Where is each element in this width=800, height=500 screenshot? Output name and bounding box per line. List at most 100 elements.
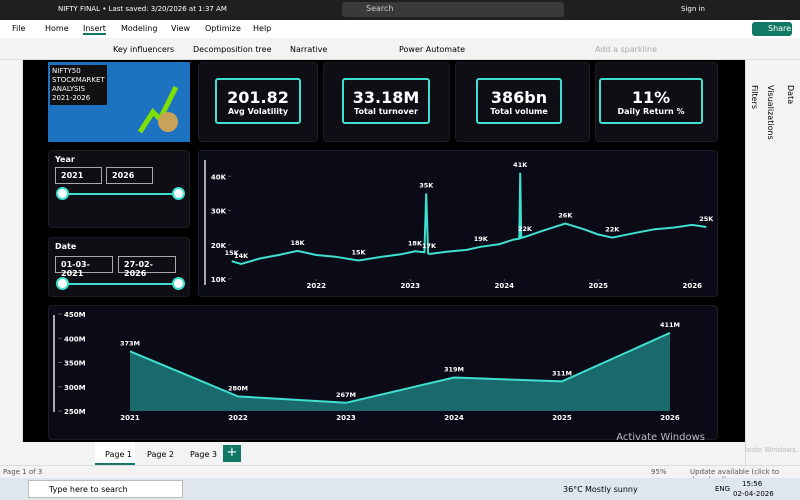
clock-time: 15:56 xyxy=(742,480,763,488)
line-chart-panel xyxy=(198,150,718,297)
kpi-label: Total volume xyxy=(490,107,548,116)
page-tab[interactable]: Page 1 xyxy=(95,442,135,465)
kpi-label: Total turnover xyxy=(354,107,418,116)
slider-track xyxy=(62,283,179,285)
weather-sky: Mostly sunny xyxy=(585,485,638,494)
logo-line: 2021-2026 xyxy=(52,94,91,102)
slider-handle[interactable] xyxy=(172,277,185,290)
y-tick-label: 300M xyxy=(64,384,86,392)
y-tick-label: 20K xyxy=(211,242,227,250)
ribbon-button[interactable]: Power Automate xyxy=(399,45,466,54)
data-label: 14K xyxy=(234,252,249,260)
taskbar: Type here to search 36°C Mostly sunny EN… xyxy=(0,478,800,500)
kpi-panel: 33.18M Total turnover xyxy=(323,62,450,142)
slicer-input[interactable]: 01-03-2021 xyxy=(55,256,113,278)
kpi-label: Daily Return % xyxy=(617,107,685,116)
data-label: 25K xyxy=(699,215,714,223)
kpi-value: 33.18M xyxy=(352,88,420,107)
x-tick-label: 2026 xyxy=(682,282,702,290)
menu-item[interactable]: Optimize xyxy=(205,24,241,33)
date-slicer: Date 01-03-2021 27-02-2026 xyxy=(48,237,190,297)
kpi-panel: 201.82 Avg Volatility xyxy=(198,62,318,142)
area-fill xyxy=(130,332,670,411)
data-label: 319M xyxy=(444,366,464,374)
menu-item[interactable]: File xyxy=(12,24,26,33)
y-tick-label: 450M xyxy=(64,311,86,319)
y-tick-label: 350M xyxy=(64,360,86,368)
data-label: 18K xyxy=(290,239,305,247)
status-bar: Page 1 of 3 95% Update available (click … xyxy=(0,465,800,484)
ribbon-button[interactable]: Narrative xyxy=(290,45,328,54)
y-tick-label: 400M xyxy=(64,335,86,343)
page-count: Page 1 of 3 xyxy=(3,468,43,476)
x-tick-label: 2024 xyxy=(495,282,515,290)
y-tick-label: 10K xyxy=(211,276,227,284)
side-panes: Filters Visualizations Data xyxy=(745,60,800,465)
kpi-panel: 11% Daily Return % xyxy=(595,62,718,142)
x-tick-label: 2021 xyxy=(120,414,140,422)
search-box[interactable]: Search xyxy=(342,2,564,17)
data-label: 26K xyxy=(558,212,573,220)
menu-item[interactable]: View xyxy=(171,24,190,33)
pane-tab[interactable]: Data xyxy=(786,85,795,105)
kpi-panel: 386bn Total volume xyxy=(455,62,590,142)
menu-bar: File Home Insert Modeling View Optimize … xyxy=(0,20,800,38)
menu-item[interactable]: Insert xyxy=(83,24,106,35)
slider-handle[interactable] xyxy=(172,187,185,200)
slider-handle[interactable] xyxy=(56,277,69,290)
menu-item[interactable]: Help xyxy=(253,24,272,33)
data-label: 22K xyxy=(605,226,620,234)
data-label: 373M xyxy=(120,339,140,347)
data-label: 411M xyxy=(660,321,680,329)
kpi-card: 201.82 Avg Volatility xyxy=(215,78,301,124)
slicer-input[interactable]: 27-02-2026 xyxy=(118,256,176,278)
pane-tab[interactable]: Filters xyxy=(750,85,759,109)
logo-line: STOCKMARKET xyxy=(52,76,105,84)
x-tick-label: 2025 xyxy=(588,282,608,290)
zoom-level: 95% xyxy=(651,468,667,476)
add-page[interactable]: + xyxy=(223,445,241,462)
weather-temp: 36°C xyxy=(563,485,583,494)
bull-icon xyxy=(138,85,179,134)
data-label: 19K xyxy=(474,235,489,243)
page-tab[interactable]: Page 2 xyxy=(147,450,174,459)
data-label: 267M xyxy=(336,391,356,399)
x-tick-label: 2026 xyxy=(660,414,680,422)
pane-tab[interactable]: Visualizations xyxy=(766,85,775,140)
clock-date: 02-04-2026 xyxy=(733,490,774,498)
slider-handle[interactable] xyxy=(56,187,69,200)
x-tick-label: 2023 xyxy=(401,282,421,290)
title-bar: NIFTY FINAL • Last saved: 3/20/2026 at 1… xyxy=(0,0,800,20)
logo-line: NIFTY50 xyxy=(52,67,81,75)
ribbon-button[interactable]: Add a sparkline xyxy=(595,45,657,54)
sign-in[interactable]: Sign in xyxy=(681,5,705,13)
slicer-input[interactable]: 2026 xyxy=(106,167,153,184)
data-label: 17K xyxy=(422,242,437,250)
slicer-title: Date xyxy=(55,242,77,251)
watermark: Activate Windows xyxy=(616,432,705,443)
menu-item[interactable]: Modeling xyxy=(121,24,158,33)
ribbon-button[interactable]: Decomposition tree xyxy=(193,45,272,54)
data-label: 35K xyxy=(419,181,434,189)
logo-card: NIFTY50 STOCKMARKET ANALYSIS 2021-2026 xyxy=(48,62,190,142)
line-series xyxy=(231,172,707,265)
language[interactable]: ENG xyxy=(715,485,731,493)
x-tick-label: 2023 xyxy=(336,414,356,422)
view-rail xyxy=(0,60,23,465)
share-button[interactable]: Share xyxy=(752,22,792,36)
y-tick-label: 40K xyxy=(211,173,227,181)
ribbon-button[interactable]: Key influencers xyxy=(113,45,175,54)
menu-item[interactable]: Home xyxy=(45,24,69,33)
data-label: 18K xyxy=(408,239,423,247)
page-tab[interactable]: Page 3 xyxy=(190,450,217,459)
data-label: 15K xyxy=(352,249,367,257)
x-tick-label: 2022 xyxy=(307,282,327,290)
slicer-input[interactable]: 2021 xyxy=(55,167,102,184)
kpi-value: 11% xyxy=(631,88,671,107)
y-tick-label: 250M xyxy=(64,408,86,416)
taskbar-search[interactable]: Type here to search xyxy=(28,480,183,498)
slider-track xyxy=(62,193,179,195)
slicer-title: Year xyxy=(55,155,75,164)
kpi-label: Avg Volatility xyxy=(227,107,289,116)
